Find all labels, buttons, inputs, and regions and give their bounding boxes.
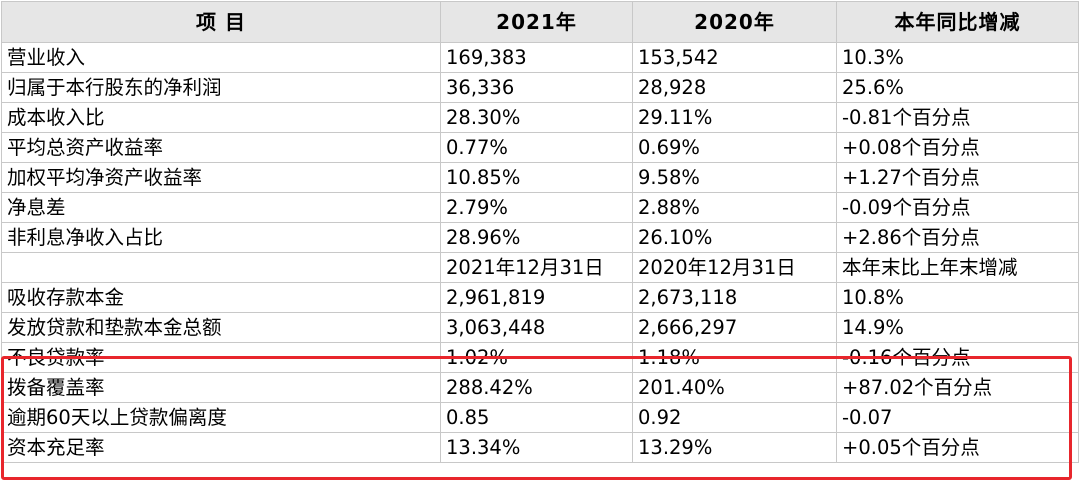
table-row: 归属于本行股东的净利润 36,336 28,928 25.6% bbox=[1, 72, 1079, 103]
value-change: +0.08个百分点 bbox=[836, 132, 1079, 163]
financial-summary-table: 项 目 2021年 2020年 本年同比增减 营业收入 169,383 153,… bbox=[1, 1, 1079, 463]
row-label: 营业收入 bbox=[1, 42, 441, 73]
table-row: 吸收存款本金 2,961,819 2,673,118 10.8% bbox=[1, 282, 1079, 313]
value-change: -0.07 bbox=[836, 402, 1079, 433]
date-2020: 2020年12月31日 bbox=[632, 252, 837, 283]
row-label: 逾期60天以上贷款偏离度 bbox=[1, 402, 441, 433]
header-2020: 2020年 bbox=[632, 1, 837, 43]
row-label: 拨备覆盖率 bbox=[1, 372, 441, 403]
value-2021: 36,336 bbox=[440, 72, 633, 103]
value-2020: 2,666,297 bbox=[632, 312, 837, 343]
value-2020: 153,542 bbox=[632, 42, 837, 73]
table-row: 资本充足率 13.34% 13.29% +0.05个百分点 bbox=[1, 432, 1079, 463]
table-row: 成本收入比 28.30% 29.11% -0.81个百分点 bbox=[1, 102, 1079, 133]
value-change: +0.05个百分点 bbox=[836, 432, 1079, 463]
value-change: +87.02个百分点 bbox=[836, 372, 1079, 403]
row-label: 成本收入比 bbox=[1, 102, 441, 133]
table-row: 发放贷款和垫款本金总额 3,063,448 2,666,297 14.9% bbox=[1, 312, 1079, 343]
value-change: -0.09个百分点 bbox=[836, 192, 1079, 223]
value-2021: 2,961,819 bbox=[440, 282, 633, 313]
value-2020: 9.58% bbox=[632, 162, 837, 193]
date-2021: 2021年12月31日 bbox=[440, 252, 633, 283]
value-2021: 10.85% bbox=[440, 162, 633, 193]
value-change: -0.16个百分点 bbox=[836, 342, 1079, 373]
value-change: +1.27个百分点 bbox=[836, 162, 1079, 193]
header-2021: 2021年 bbox=[440, 1, 633, 43]
row-label: 资本充足率 bbox=[1, 432, 441, 463]
value-change: +2.86个百分点 bbox=[836, 222, 1079, 253]
value-2020: 26.10% bbox=[632, 222, 837, 253]
value-change: 10.8% bbox=[836, 282, 1079, 313]
row-label: 加权平均净资产收益率 bbox=[1, 162, 441, 193]
row-label: 非利息净收入占比 bbox=[1, 222, 441, 253]
value-2021: 288.42% bbox=[440, 372, 633, 403]
row-label: 归属于本行股东的净利润 bbox=[1, 72, 441, 103]
value-2020: 201.40% bbox=[632, 372, 837, 403]
value-2020: 0.69% bbox=[632, 132, 837, 163]
row-label: 平均总资产收益率 bbox=[1, 132, 441, 163]
table-row: 拨备覆盖率 288.42% 201.40% +87.02个百分点 bbox=[1, 372, 1079, 403]
value-2020: 2,673,118 bbox=[632, 282, 837, 313]
value-2021: 28.96% bbox=[440, 222, 633, 253]
table-row: 营业收入 169,383 153,542 10.3% bbox=[1, 42, 1079, 73]
table-row: 平均总资产收益率 0.77% 0.69% +0.08个百分点 bbox=[1, 132, 1079, 163]
table-row: 逾期60天以上贷款偏离度 0.85 0.92 -0.07 bbox=[1, 402, 1079, 433]
row-label: 不良贷款率 bbox=[1, 342, 441, 373]
row-label bbox=[1, 252, 441, 283]
row-label: 吸收存款本金 bbox=[1, 282, 441, 313]
value-2020: 1.18% bbox=[632, 342, 837, 373]
value-2020: 13.29% bbox=[632, 432, 837, 463]
value-2021: 0.85 bbox=[440, 402, 633, 433]
value-change: -0.81个百分点 bbox=[836, 102, 1079, 133]
change-caption: 本年末比上年末增减 bbox=[836, 252, 1079, 283]
table-row: 净息差 2.79% 2.88% -0.09个百分点 bbox=[1, 192, 1079, 223]
value-2021: 13.34% bbox=[440, 432, 633, 463]
table-row: 不良贷款率 1.02% 1.18% -0.16个百分点 bbox=[1, 342, 1079, 373]
value-2021: 169,383 bbox=[440, 42, 633, 73]
header-item: 项 目 bbox=[1, 1, 441, 43]
table-row: 加权平均净资产收益率 10.85% 9.58% +1.27个百分点 bbox=[1, 162, 1079, 193]
table-row: 非利息净收入占比 28.96% 26.10% +2.86个百分点 bbox=[1, 222, 1079, 253]
value-2020: 29.11% bbox=[632, 102, 837, 133]
value-2020: 0.92 bbox=[632, 402, 837, 433]
value-2020: 2.88% bbox=[632, 192, 837, 223]
value-2020: 28,928 bbox=[632, 72, 837, 103]
value-change: 14.9% bbox=[836, 312, 1079, 343]
value-change: 25.6% bbox=[836, 72, 1079, 103]
header-row: 项 目 2021年 2020年 本年同比增减 bbox=[1, 1, 1079, 43]
value-2021: 3,063,448 bbox=[440, 312, 633, 343]
value-2021: 2.79% bbox=[440, 192, 633, 223]
row-label: 发放贷款和垫款本金总额 bbox=[1, 312, 441, 343]
header-change: 本年同比增减 bbox=[836, 1, 1079, 43]
value-2021: 28.30% bbox=[440, 102, 633, 133]
value-change: 10.3% bbox=[836, 42, 1079, 73]
row-label: 净息差 bbox=[1, 192, 441, 223]
value-2021: 0.77% bbox=[440, 132, 633, 163]
subheader-row: 2021年12月31日 2020年12月31日 本年末比上年末增减 bbox=[1, 252, 1079, 283]
value-2021: 1.02% bbox=[440, 342, 633, 373]
